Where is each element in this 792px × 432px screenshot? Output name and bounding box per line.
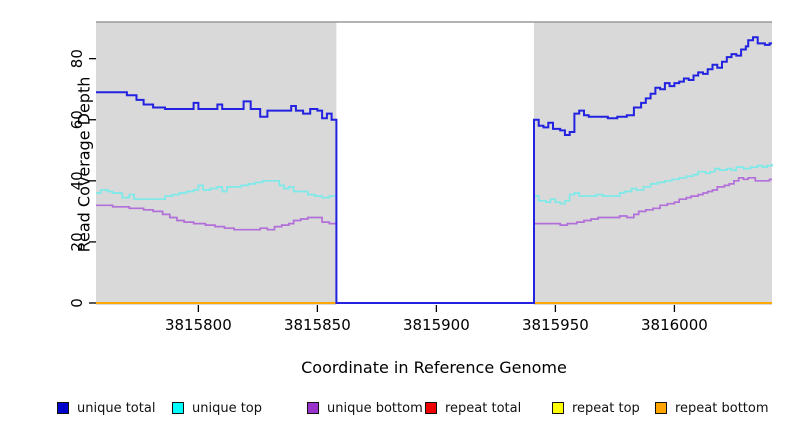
y-tick-label: 20 <box>68 232 86 251</box>
coverage-plot: 3815800 3815850 3815900 3815950 3816000 0 20 40… <box>68 21 773 334</box>
legend-swatch-icon <box>552 402 564 414</box>
series-path-unique-top <box>96 164 773 304</box>
x-axis-title: Coordinate in Reference Genome <box>301 358 567 377</box>
panel-left <box>96 22 337 305</box>
y-tick-label: 40 <box>68 171 86 190</box>
legend-item: unique top <box>172 400 262 416</box>
legend: unique total unique top unique bottom re… <box>0 400 792 420</box>
series-path-unique-bottom <box>96 176 772 304</box>
legend-item: unique bottom <box>307 400 423 416</box>
legend-item: unique total <box>57 400 155 416</box>
legend-item-label: unique top <box>192 400 263 416</box>
legend-item-label: repeat top <box>572 400 640 416</box>
x-tick-label: 3815850 <box>284 316 351 334</box>
y-tick-label: 60 <box>68 110 86 129</box>
legend-item-label: unique total <box>77 400 156 416</box>
y-tick-label: 80 <box>68 49 86 68</box>
legend-swatch-icon <box>307 402 319 414</box>
series-path-unique-total <box>96 36 772 304</box>
legend-swatch-icon <box>655 402 667 414</box>
legend-swatch-icon <box>57 402 69 414</box>
legend-swatch-icon <box>425 402 437 414</box>
y-tick-label: 0 <box>68 298 86 308</box>
x-tick-label: 3815950 <box>522 316 589 334</box>
panel-right <box>533 22 772 305</box>
legend-swatch-icon <box>172 402 184 414</box>
legend-item-label: repeat bottom <box>675 400 769 416</box>
legend-item: repeat top <box>552 400 640 416</box>
x-tick-label: 3815800 <box>165 316 232 334</box>
legend-item-label: repeat total <box>445 400 522 416</box>
x-tick-label: 3815900 <box>403 316 470 334</box>
legend-item-label: unique bottom <box>327 400 423 416</box>
legend-item: repeat total <box>425 400 521 416</box>
x-tick-label: 3816000 <box>641 316 708 334</box>
legend-item: repeat bottom <box>655 400 769 416</box>
